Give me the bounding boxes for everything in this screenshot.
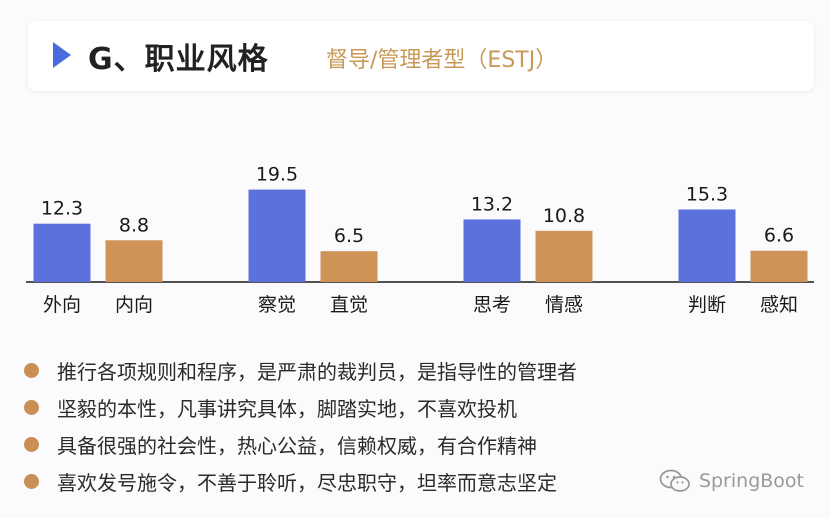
list-item: 推行各项规则和程序，是严肃的裁判员，是指导性的管理者 [24, 352, 644, 389]
bar-内向 [105, 240, 163, 282]
bar-判断 [678, 209, 736, 282]
list-item: 喜欢发号施令，不善于聆听，尽忠职守，坦率而意志坚定 [24, 463, 644, 500]
wechat-icon [659, 469, 690, 492]
category-label: 情感 [545, 294, 583, 316]
data-label: 19.5 [256, 164, 298, 186]
watermark: SpringBoot [659, 468, 804, 494]
category-label: 直觉 [330, 294, 368, 316]
watermark-text: SpringBoot [698, 470, 804, 492]
header-card [28, 21, 814, 91]
page-title: G、职业风格 [88, 42, 269, 77]
category-label: 感知 [760, 294, 798, 316]
data-label: 12.3 [41, 198, 83, 220]
personality-type-subtitle: 督导/管理者型（ESTJ） [326, 48, 558, 73]
trait-text: 喜欢发号施令，不善于聆听，尽忠职守，坦率而意志坚定 [57, 471, 557, 495]
play-icon [53, 42, 71, 68]
bar-chart: 12.3 外向 8.8 内向 19.5 察觉 6.5 直觉 13.2 思考 10.8 情感 15.3 判断… [26, 164, 814, 316]
bullet-dot-icon [24, 474, 39, 489]
data-label: 8.8 [119, 214, 149, 236]
data-label: 6.5 [334, 225, 364, 247]
bar-思考 [463, 219, 521, 282]
category-label: 察觉 [258, 294, 296, 316]
bar-外向 [33, 223, 91, 282]
list-item: 坚毅的本性，凡事讲究具体，脚踏实地，不喜欢投机 [24, 389, 644, 426]
data-label: 10.8 [543, 205, 585, 227]
bar-情感 [535, 230, 593, 282]
trait-text: 推行各项规则和程序，是严肃的裁判员，是指导性的管理者 [57, 360, 577, 384]
bullet-dot-icon [24, 363, 39, 378]
category-label: 内向 [115, 294, 153, 316]
trait-text: 坚毅的本性，凡事讲究具体，脚踏实地，不喜欢投机 [57, 397, 517, 421]
bullet-dot-icon [24, 400, 39, 415]
data-label: 15.3 [686, 183, 728, 205]
bar-察觉 [248, 189, 306, 282]
bar-直觉 [320, 251, 378, 282]
category-label: 判断 [688, 294, 726, 316]
category-label: 思考 [473, 294, 511, 316]
category-label: 外向 [43, 294, 81, 316]
bar-感知 [750, 250, 808, 282]
data-label: 13.2 [471, 193, 513, 215]
data-label: 6.6 [764, 225, 794, 247]
bullet-dot-icon [24, 437, 39, 452]
list-item: 具备很强的社会性，热心公益，信赖权威，有合作精神 [24, 426, 644, 463]
trait-list: 推行各项规则和程序，是严肃的裁判员，是指导性的管理者 坚毅的本性，凡事讲究具体，… [24, 352, 644, 500]
trait-text: 具备很强的社会性，热心公益，信赖权威，有合作精神 [57, 434, 537, 458]
